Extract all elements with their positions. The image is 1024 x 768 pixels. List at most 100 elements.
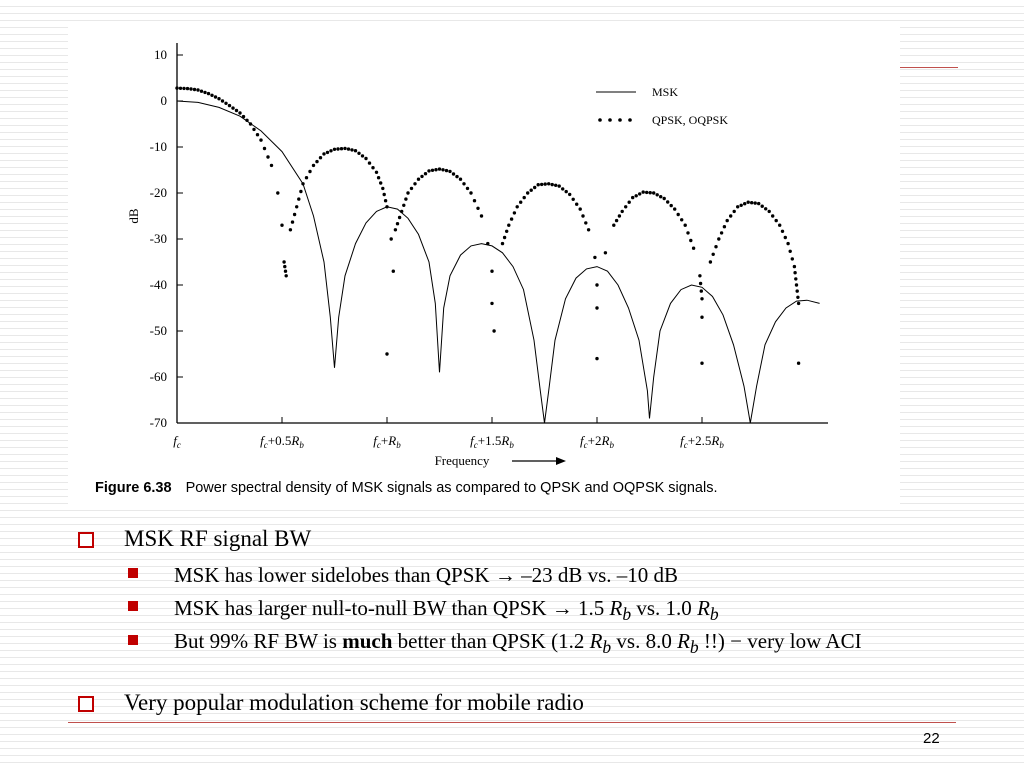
qpsk-psd-point xyxy=(346,147,351,151)
qpsk-psd-point xyxy=(717,237,721,241)
x-tick-label: fc xyxy=(173,433,181,450)
rb-subscript: b xyxy=(622,604,632,625)
qpsk-psd-point xyxy=(624,205,628,209)
qpsk-psd-point xyxy=(284,274,288,278)
qpsk-psd-point xyxy=(283,264,287,269)
qpsk-psd-point xyxy=(318,156,323,160)
figure-caption-text: Power spectral density of MSK signals as… xyxy=(185,480,718,496)
qpsk-psd-point xyxy=(185,86,190,91)
x-tick-label: fc+2Rb xyxy=(580,433,614,450)
qpsk-psd-point xyxy=(329,149,333,153)
qpsk-psd-point xyxy=(631,195,635,200)
bullet-text: vs. 1.0 xyxy=(631,596,698,620)
qpsk-psd-point xyxy=(584,221,588,225)
qpsk-psd-point xyxy=(778,223,782,227)
bullet-bold: much xyxy=(342,629,393,653)
qpsk-psd-point xyxy=(771,214,775,218)
y-tick-label: 10 xyxy=(154,47,167,62)
qpsk-psd-point xyxy=(304,176,309,180)
qpsk-psd-point xyxy=(536,183,540,187)
qpsk-psd-point xyxy=(561,187,565,191)
qpsk-psd-point xyxy=(295,205,299,209)
legend-msk-label: MSK xyxy=(652,85,678,99)
qpsk-psd-point xyxy=(402,203,406,207)
qpsk-psd-point xyxy=(711,252,715,256)
x-axis-arrow-head xyxy=(556,457,566,465)
qpsk-psd-point xyxy=(465,186,470,191)
y-tick-label: -10 xyxy=(150,139,167,154)
y-tick-label: -30 xyxy=(150,231,167,246)
rb-symbol: R xyxy=(697,596,710,620)
qpsk-psd-point xyxy=(311,163,316,168)
qpsk-psd-point xyxy=(732,209,736,214)
filled-square-bullet-icon xyxy=(128,601,138,611)
qpsk-psd-point xyxy=(350,148,354,152)
qpsk-psd-point xyxy=(739,203,743,207)
filled-square-bullet-icon xyxy=(128,568,138,578)
qpsk-psd-point xyxy=(786,241,790,246)
qpsk-psd-point xyxy=(248,122,253,126)
qpsk-psd-point xyxy=(389,237,393,241)
legend-qpsk-swatch-dot xyxy=(628,118,632,122)
qpsk-psd-point xyxy=(400,209,404,214)
qpsk-psd-point xyxy=(512,211,517,215)
rb-symbol: R xyxy=(609,596,623,620)
bullet-text: MSK has larger null-to-null BW than QPSK… xyxy=(174,596,610,620)
qpsk-psd-point xyxy=(783,235,787,240)
qpsk-psd-point xyxy=(680,218,684,222)
legend-qpsk-swatch-dot xyxy=(608,118,612,122)
qpsk-psd-point xyxy=(175,86,179,90)
qpsk-psd-point xyxy=(455,174,459,179)
qpsk-psd-point xyxy=(689,238,693,243)
legend-qpsk-label: QPSK, OQPSK xyxy=(652,113,728,127)
qpsk-psd-point xyxy=(224,101,228,106)
qpsk-psd-point xyxy=(790,257,794,261)
qpsk-psd-point xyxy=(634,194,638,198)
qpsk-psd-point xyxy=(297,197,301,201)
rb-symbol: R xyxy=(677,629,690,653)
qpsk-psd-point xyxy=(416,177,421,181)
qpsk-psd-point xyxy=(648,191,652,195)
qpsk-psd-point xyxy=(788,249,792,253)
qpsk-psd-point xyxy=(301,182,305,186)
qpsk-psd-point xyxy=(397,215,402,220)
qpsk-psd-point xyxy=(444,168,449,173)
qpsk-psd-point xyxy=(641,190,645,194)
qpsk-psd-point xyxy=(490,301,494,306)
qpsk-psd-point xyxy=(413,182,417,186)
qpsk-psd-point xyxy=(780,229,785,233)
qpsk-psd-point xyxy=(575,202,579,206)
qpsk-psd-point xyxy=(612,223,616,227)
qpsk-psd-point xyxy=(533,185,537,190)
qpsk-psd-point xyxy=(430,168,435,172)
qpsk-psd-point xyxy=(550,182,554,187)
qpsk-psd-point xyxy=(353,149,358,153)
qpsk-psd-point xyxy=(385,205,389,209)
qpsk-psd-point xyxy=(757,201,761,206)
qpsk-psd-point xyxy=(234,108,239,113)
qpsk-psd-point xyxy=(502,235,507,240)
qpsk-psd-point xyxy=(192,87,197,92)
qpsk-psd-point xyxy=(794,277,798,281)
y-tick-label: -20 xyxy=(150,185,167,200)
qpsk-psd-point xyxy=(379,181,383,185)
qpsk-psd-point xyxy=(266,155,270,159)
qpsk-psd-point xyxy=(336,147,340,151)
qpsk-psd-point xyxy=(469,191,473,195)
bullet-l1-msk-bw: MSK RF signal BW xyxy=(124,526,312,551)
qpsk-psd-point xyxy=(220,99,225,103)
qpsk-psd-point xyxy=(203,90,207,95)
qpsk-psd-point xyxy=(441,168,445,172)
qpsk-psd-point xyxy=(603,251,608,255)
rb-subscript: b xyxy=(709,604,719,625)
qpsk-psd-point xyxy=(290,220,295,224)
hollow-square-bullet-icon xyxy=(78,532,94,548)
qpsk-psd-point xyxy=(547,182,551,186)
qpsk-psd-point xyxy=(796,301,801,306)
qpsk-psd-point xyxy=(367,161,372,165)
qpsk-psd-point xyxy=(568,192,572,197)
qpsk-psd-point xyxy=(659,195,663,199)
qpsk-psd-point xyxy=(792,264,797,269)
qpsk-psd-point xyxy=(383,199,388,203)
qpsk-psd-point xyxy=(507,223,511,227)
